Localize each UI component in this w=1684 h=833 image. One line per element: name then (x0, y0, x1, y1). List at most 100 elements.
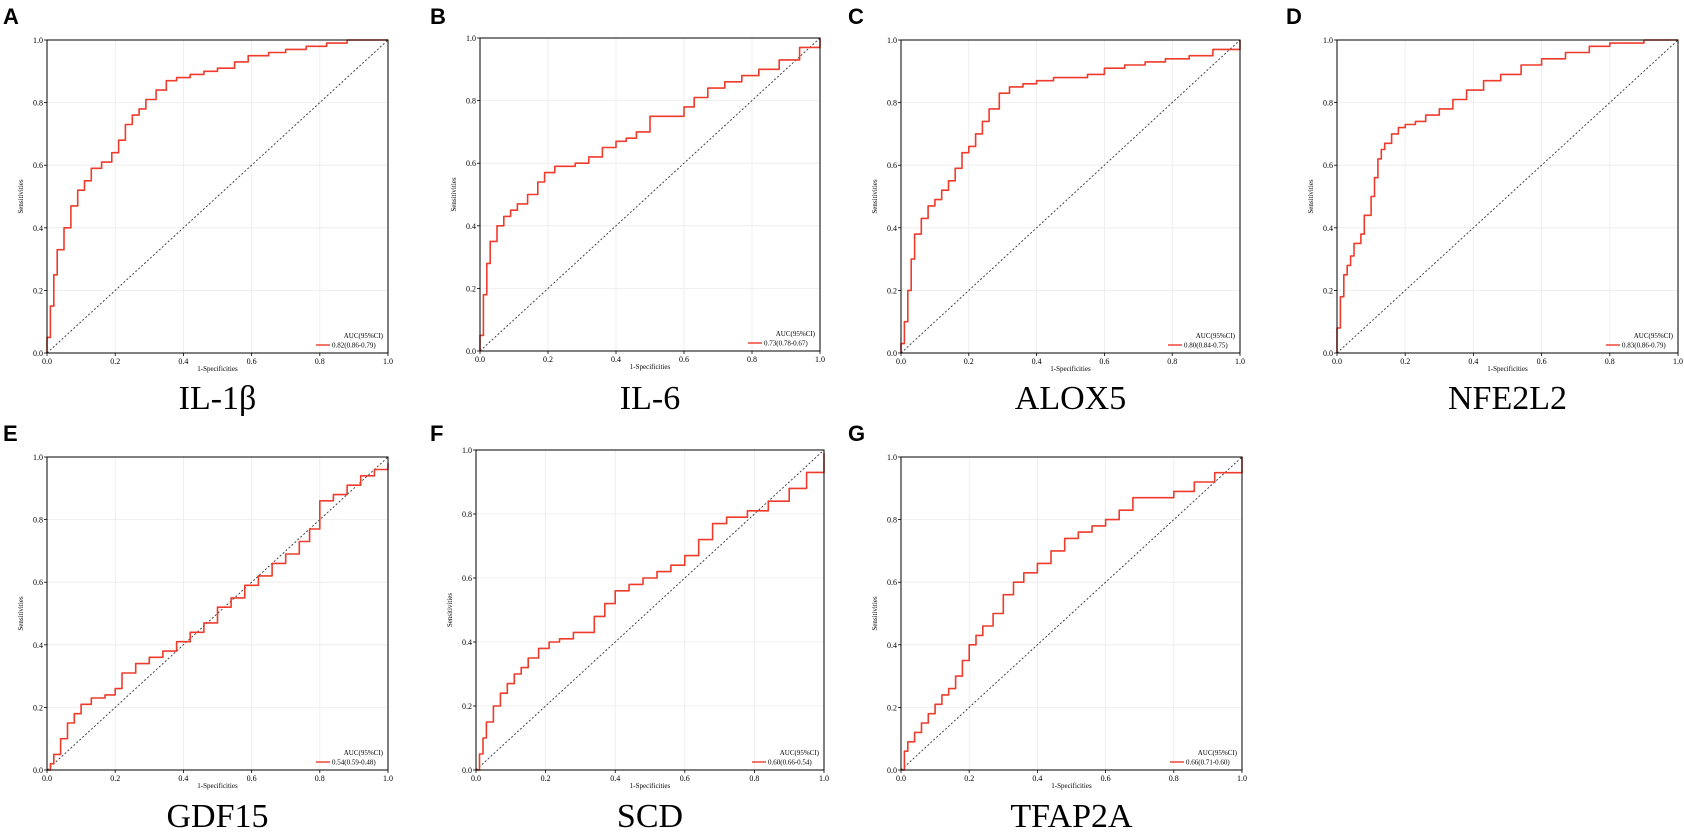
x-tick-label: 0.2 (543, 355, 553, 364)
y-tick-label: 0.2 (1323, 286, 1333, 295)
x-tick-label: 0.4 (611, 355, 621, 364)
reference-diagonal (479, 37, 821, 352)
y-tick-label: 0.6 (887, 161, 897, 170)
panel-title: IL-1β (179, 380, 257, 417)
legend-title: AUC(95%CI) (344, 332, 384, 340)
roc-panel-f: 0.0 0.2 0.4 0.6 0.8 1.0 0.0 0.2 0.4 0.6 0.8 1.0 1-Sp… (430, 421, 829, 833)
legend-title: AUC(95%CI) (1634, 332, 1674, 340)
x-tick-label: 0.2 (541, 774, 551, 783)
y-axis-label: Sensitivities (17, 596, 25, 631)
x-tick-label: 1.0 (1235, 357, 1245, 366)
y-axis-label: Sensitivities (450, 177, 458, 212)
legend-label: 0.80(0.84-0.75) (1184, 342, 1228, 350)
reference-diagonal (900, 39, 1241, 354)
x-tick-label: 0.2 (110, 774, 120, 783)
x-tick-label: 0.8 (1169, 774, 1179, 783)
x-tick-label: 0.6 (679, 355, 689, 364)
y-tick-label: 1.0 (462, 446, 472, 455)
legend-label: 0.73(0.78-0.67) (764, 340, 808, 348)
y-tick-label: 0.8 (33, 99, 43, 108)
panel-letter: C (848, 4, 864, 29)
y-tick-label: 1.0 (33, 36, 43, 45)
legend-title: AUC(95%CI) (1198, 749, 1238, 757)
y-tick-label: 0.4 (887, 224, 897, 233)
y-tick-label: 0.6 (33, 161, 43, 170)
x-tick-label: 0.0 (42, 774, 52, 783)
plot-frame (1336, 39, 1679, 354)
panel-title: NFE2L2 (1448, 380, 1567, 417)
panel-title: SCD (617, 798, 683, 833)
y-tick-label: 0.2 (33, 286, 43, 295)
reference-diagonal (1336, 39, 1679, 354)
panel-title: IL-6 (620, 380, 680, 417)
x-tick-label: 0.6 (1537, 357, 1547, 366)
y-tick-label: 0.2 (887, 286, 897, 295)
y-tick-label: 0.0 (33, 349, 43, 358)
x-tick-label: 0.6 (247, 357, 257, 366)
panel-title: ALOX5 (1015, 380, 1126, 417)
plot-frame (900, 39, 1241, 354)
y-axis-label: Sensitivities (446, 593, 454, 628)
y-tick-label: 0.2 (466, 284, 476, 293)
panel-title: TFAP2A (1010, 798, 1133, 833)
legend-label: 0.82(0.86-0.79) (332, 342, 376, 350)
x-tick-label: 0.4 (178, 357, 188, 366)
legend-title: AUC(95%CI) (780, 749, 820, 757)
plot-frame (46, 456, 389, 771)
panel-letter: G (848, 421, 865, 446)
x-tick-label: 1.0 (1237, 774, 1247, 783)
reference-diagonal (46, 39, 389, 354)
legend-title: AUC(95%CI) (776, 330, 816, 338)
x-tick-label: 0.0 (471, 774, 481, 783)
y-tick-label: 0.8 (887, 516, 897, 525)
plot-frame (900, 456, 1243, 771)
x-tick-label: 0.2 (110, 357, 120, 366)
panel-letter: E (3, 421, 18, 446)
x-tick-label: 1.0 (819, 774, 829, 783)
x-axis-label: 1-Specificities (630, 363, 671, 371)
x-tick-label: 0.0 (1332, 357, 1342, 366)
reference-diagonal (46, 456, 389, 771)
plot-frame (479, 37, 821, 352)
y-tick-label: 0.2 (462, 702, 472, 711)
y-tick-label: 0.0 (462, 766, 472, 775)
legend-title: AUC(95%CI) (1196, 332, 1236, 340)
y-tick-label: 0.0 (1323, 349, 1333, 358)
y-tick-label: 0.4 (462, 638, 472, 647)
y-tick-label: 0.0 (887, 766, 897, 775)
y-tick-label: 0.6 (1323, 161, 1333, 170)
panel-letter: A (3, 4, 19, 29)
legend-label: 0.54(0.59-0.48) (332, 759, 376, 767)
x-axis-label: 1-Specificities (197, 782, 238, 790)
x-tick-label: 0.0 (475, 355, 485, 364)
x-tick-label: 0.6 (680, 774, 690, 783)
x-tick-label: 0.0 (896, 357, 906, 366)
x-axis-label: 1-Specificities (1487, 365, 1528, 373)
reference-diagonal (900, 456, 1243, 771)
legend-label: 0.60(0.66-0.54) (768, 759, 812, 767)
y-tick-label: 0.8 (466, 97, 476, 106)
legend-label: 0.66(0.71-0.60) (1186, 759, 1230, 767)
roc-curve (47, 463, 389, 771)
roc-panel-b: 0.0 0.2 0.4 0.6 0.8 1.0 0.0 0.2 0.4 0.6 0.8 1.0 1-Sp… (430, 4, 825, 417)
panel-letter: F (430, 421, 443, 446)
y-axis-label: Sensitivities (1307, 179, 1315, 214)
roc-curve (479, 38, 821, 351)
x-tick-label: 0.6 (1101, 774, 1111, 783)
roc-panel-a: 0.0 0.2 0.4 0.6 0.8 1.0 0.0 0.2 0.4 0.6 0.8 1.0 1-Sp… (3, 4, 393, 417)
reference-diagonal (475, 449, 825, 771)
panel-title: GDF15 (166, 798, 268, 833)
y-axis-label: Sensitivities (871, 596, 879, 631)
y-tick-label: 0.4 (466, 222, 476, 231)
y-tick-label: 0.6 (887, 578, 897, 587)
x-tick-label: 1.0 (1673, 357, 1683, 366)
plot-frame (475, 449, 825, 771)
y-tick-label: 0.8 (33, 516, 43, 525)
y-tick-label: 1.0 (887, 453, 897, 462)
x-tick-label: 1.0 (383, 357, 393, 366)
x-tick-label: 0.6 (247, 774, 257, 783)
x-tick-label: 0.4 (178, 774, 188, 783)
roc-panel-e: 0.0 0.2 0.4 0.6 0.8 1.0 0.0 0.2 0.4 0.6 0.8 1.0 1-Sp… (3, 421, 393, 833)
y-tick-label: 0.2 (887, 703, 897, 712)
y-tick-label: 0.0 (33, 766, 43, 775)
